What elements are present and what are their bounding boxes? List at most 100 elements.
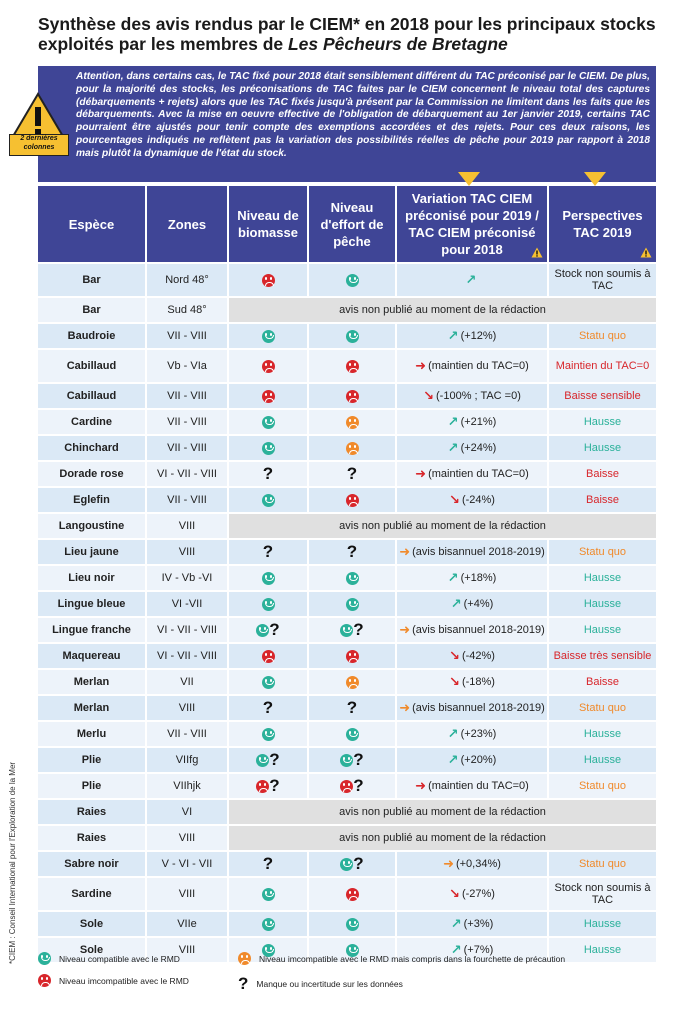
cell-zone: VIII — [145, 876, 228, 911]
pointer-arrow-icon — [458, 172, 480, 186]
green-smiley-icon — [256, 623, 270, 637]
warning-text: Attention, dans certains cas, le TAC fix… — [76, 71, 650, 159]
orange-frown-icon — [345, 675, 359, 689]
warning-icon — [640, 247, 652, 258]
cell-perspectives: Baisse — [547, 460, 656, 487]
cell-zone: VI - VII - VIII — [145, 460, 228, 487]
red-frown-icon — [345, 389, 359, 403]
trend-arrow-icon: ↘ — [423, 388, 435, 403]
cell-espece: Cardine — [38, 408, 146, 435]
cell-not-published: avis non publié au moment de la rédactio… — [227, 512, 656, 539]
header-effort: Niveau d'effort de pêche — [307, 186, 396, 263]
cell-biomasse — [227, 408, 308, 435]
cell-perspectives: Stock non soumis à TAC — [547, 876, 656, 911]
cell-variation: ➜ (maintien du TAC=0) — [395, 460, 548, 487]
green-smiley-icon — [340, 753, 354, 767]
cell-effort — [307, 720, 396, 747]
legend: Niveau compatible avec le RMD Niveau imc… — [38, 950, 658, 994]
cell-zone: VIII — [145, 512, 228, 539]
green-smiley-icon — [345, 917, 359, 931]
cell-variation: ↗ (+20%) — [395, 746, 548, 773]
cell-perspectives: Hausse — [547, 720, 656, 747]
cell-variation: ↗ (+18%) — [395, 564, 548, 591]
red-frown-icon — [345, 359, 359, 373]
cell-biomasse — [227, 348, 308, 383]
cell-variation: ↗ (+12%) — [395, 322, 548, 349]
trend-arrow-icon: ↗ — [450, 596, 462, 611]
cell-biomasse — [227, 564, 308, 591]
question-mark-icon: ? — [269, 620, 280, 639]
trend-arrow-icon: ↘ — [449, 648, 460, 663]
table-row: Eglefin VII - VIII ↘ (-24%) Baisse — [38, 486, 656, 513]
cell-variation: ➜ (maintien du TAC=0) — [395, 772, 548, 799]
trend-arrow-icon: ↘ — [449, 674, 460, 689]
cell-espece: Lingue bleue — [38, 590, 146, 617]
green-smiley-icon — [38, 952, 51, 965]
header-variation: Variation TAC CIEM préconisé pour 2019 /… — [395, 186, 548, 263]
warning-box: Attention, dans certains cas, le TAC fix… — [38, 66, 656, 182]
pointer-arrow-icon — [584, 172, 606, 186]
cell-variation: ↘ (-24%) — [395, 486, 548, 513]
cell-perspectives: Statu quo — [547, 694, 656, 721]
cell-espece: Eglefin — [38, 486, 146, 513]
cell-espece: Maquereau — [38, 642, 146, 669]
cell-perspectives: Hausse — [547, 746, 656, 773]
table-row: Bar Sud 48° avis non publié au moment de l… — [38, 296, 656, 323]
cell-perspectives: Hausse — [547, 590, 656, 617]
table-row: Raies VI avis non publié au moment de la r… — [38, 798, 656, 825]
green-smiley-icon — [340, 623, 354, 637]
green-smiley-icon — [261, 441, 275, 455]
cell-zone: VIIfg — [145, 746, 228, 773]
trend-arrow-icon: ↗ — [465, 272, 477, 287]
warning-icon — [531, 247, 543, 258]
green-smiley-icon — [261, 415, 275, 429]
header-zones: Zones — [145, 186, 228, 263]
cell-effort: ? — [307, 746, 396, 773]
cell-espece: Dorade rose — [38, 460, 146, 487]
green-smiley-icon — [261, 887, 275, 901]
red-frown-icon — [345, 493, 359, 507]
orange-frown-icon — [345, 441, 359, 455]
green-smiley-icon — [261, 917, 275, 931]
cell-not-published: avis non publié au moment de la rédactio… — [227, 798, 656, 825]
question-mark-icon: ? — [353, 854, 364, 873]
table-row: Cabillaud Vb - VIa ➜ (maintien du TAC=0) Mai… — [38, 348, 656, 383]
green-smiley-icon — [261, 727, 275, 741]
question-mark-icon: ? — [262, 854, 274, 873]
cell-espece: Merlan — [38, 668, 146, 695]
cell-perspectives: Stock non soumis à TAC — [547, 262, 656, 297]
green-smiley-icon — [261, 493, 275, 507]
cell-variation: ↗ (+21%) — [395, 408, 548, 435]
cell-espece: Sabre noir — [38, 850, 146, 877]
cell-biomasse: ? — [227, 460, 308, 487]
cell-variation: ↗ (+7%) — [395, 936, 548, 962]
cell-variation: ↘ (-100% ; TAC =0) — [395, 382, 548, 409]
cell-espece: Merlu — [38, 720, 146, 747]
cell-effort — [307, 382, 396, 409]
table-row: Sole VIII ↗ (+7%) Hausse — [38, 936, 656, 962]
cell-espece: Sardine — [38, 876, 146, 911]
cell-zone: VIIhjk — [145, 772, 228, 799]
table-row: Sole VIIe ↗ (+3%) Hausse — [38, 910, 656, 937]
cell-zone: V - VI - VII — [145, 850, 228, 877]
cell-biomasse: ? — [227, 746, 308, 773]
table-row: Lingue bleue VI -VII ↗ (+4%) Hausse — [38, 590, 656, 617]
trend-arrow-icon: ↗ — [447, 440, 459, 455]
cell-espece: Plie — [38, 746, 146, 773]
cell-variation: ➜ (avis bisannuel 2018-2019) — [395, 616, 548, 643]
question-mark-icon: ? — [346, 698, 358, 717]
table-row: Merlu VII - VIII ↗ (+23%) Hausse — [38, 720, 656, 747]
question-mark-icon: ? — [262, 542, 274, 561]
green-smiley-icon — [345, 597, 359, 611]
question-mark-icon: ? — [269, 776, 280, 795]
cell-espece: Plie — [38, 772, 146, 799]
cell-variation: ↗ (+3%) — [395, 910, 548, 937]
cell-biomasse — [227, 668, 308, 695]
cell-effort — [307, 876, 396, 911]
legend-item-green: Niveau compatible avec le RMD — [38, 952, 180, 965]
legend-item-orange: Niveau imcompatible avec le RMD mais com… — [238, 952, 565, 965]
trend-arrow-icon: ➜ — [415, 358, 427, 373]
stock-table: Espèce Zones Niveau de biomasse Niveau d… — [38, 186, 656, 962]
cell-biomasse — [227, 434, 308, 461]
green-smiley-icon — [345, 571, 359, 585]
